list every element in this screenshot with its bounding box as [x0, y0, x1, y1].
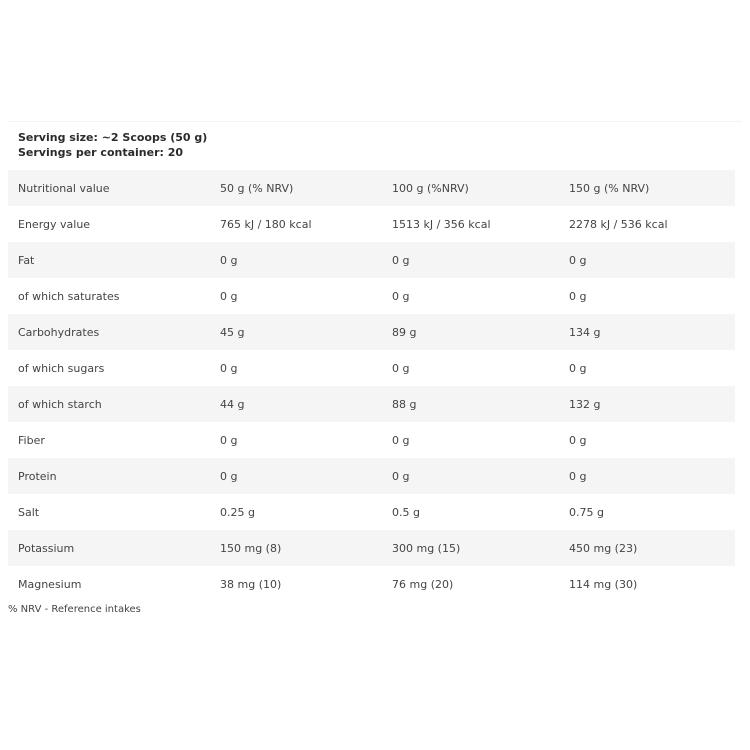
nutrition-table: Nutritional value 50 g (% NRV) 100 g (%N…	[8, 170, 735, 602]
value-100g: 89 g	[392, 325, 417, 339]
value-100g: 1513 kJ / 356 kcal	[392, 217, 491, 231]
value-150g: 0 g	[569, 253, 587, 267]
value-100g: 0 g	[392, 253, 410, 267]
footnote: % NRV - Reference intakes	[8, 604, 141, 615]
nutrient-name: Energy value	[18, 217, 91, 231]
table-row: Carbohydrates 45 g 89 g 134 g	[8, 314, 735, 350]
value-50g: 45 g	[220, 325, 245, 339]
value-50g: 0 g	[220, 361, 238, 375]
serving-size: Serving size: ~2 Scoops (50 g)	[18, 131, 208, 144]
table-row: Potassium 150 mg (8) 300 mg (15) 450 mg …	[8, 530, 735, 566]
serving-info: Serving size: ~2 Scoops (50 g) Servings …	[18, 130, 207, 160]
value-50g: 0 g	[220, 289, 238, 303]
table-header-row: Nutritional value 50 g (% NRV) 100 g (%N…	[8, 170, 735, 206]
nutrient-name: Fat	[18, 253, 35, 267]
table-row: Fat 0 g 0 g 0 g	[8, 242, 735, 278]
value-50g: 0.25 g	[220, 505, 255, 519]
value-50g: 0 g	[220, 433, 238, 447]
value-100g: 0.5 g	[392, 505, 420, 519]
header-cell-nutrient: Nutritional value	[18, 181, 110, 195]
value-100g: 0 g	[392, 361, 410, 375]
nutrient-name: Magnesium	[18, 577, 82, 591]
table-row: Magnesium 38 mg (10) 76 mg (20) 114 mg (…	[8, 566, 735, 602]
value-150g: 0 g	[569, 469, 587, 483]
value-100g: 300 mg (15)	[392, 541, 461, 555]
table-row: Protein 0 g 0 g 0 g	[8, 458, 735, 494]
value-150g: 2278 kJ / 536 kcal	[569, 217, 668, 231]
nutrient-name: Potassium	[18, 541, 75, 555]
header-cell-150g: 150 g (% NRV)	[569, 181, 650, 195]
table-row: Fiber 0 g 0 g 0 g	[8, 422, 735, 458]
nutrient-name: Salt	[18, 505, 40, 519]
value-100g: 88 g	[392, 397, 417, 411]
value-50g: 38 mg (10)	[220, 577, 282, 591]
value-50g: 0 g	[220, 253, 238, 267]
value-50g: 0 g	[220, 469, 238, 483]
nutrient-name: Fiber	[18, 433, 45, 447]
value-50g: 150 mg (8)	[220, 541, 282, 555]
servings-per-container: Servings per container: 20	[18, 146, 184, 159]
value-100g: 0 g	[392, 469, 410, 483]
table-row: Salt 0.25 g 0.5 g 0.75 g	[8, 494, 735, 530]
value-150g: 0 g	[569, 289, 587, 303]
table-row: of which saturates 0 g 0 g 0 g	[8, 278, 735, 314]
nutrient-name: Protein	[18, 469, 57, 483]
table-row: of which starch 44 g 88 g 132 g	[8, 386, 735, 422]
value-150g: 450 mg (23)	[569, 541, 638, 555]
value-50g: 44 g	[220, 397, 245, 411]
header-cell-50g: 50 g (% NRV)	[220, 181, 294, 195]
value-100g: 76 mg (20)	[392, 577, 454, 591]
nutrient-name: of which sugars	[18, 361, 105, 375]
nutrient-name: of which saturates	[18, 289, 120, 303]
value-150g: 0.75 g	[569, 505, 604, 519]
value-50g: 765 kJ / 180 kcal	[220, 217, 312, 231]
top-divider	[8, 121, 742, 122]
nutrient-name: of which starch	[18, 397, 102, 411]
value-100g: 0 g	[392, 289, 410, 303]
table-row: Energy value 765 kJ / 180 kcal 1513 kJ /…	[8, 206, 735, 242]
value-150g: 134 g	[569, 325, 601, 339]
value-100g: 0 g	[392, 433, 410, 447]
table-row: of which sugars 0 g 0 g 0 g	[8, 350, 735, 386]
value-150g: 132 g	[569, 397, 601, 411]
value-150g: 0 g	[569, 361, 587, 375]
value-150g: 114 mg (30)	[569, 577, 638, 591]
nutrient-name: Carbohydrates	[18, 325, 100, 339]
header-cell-100g: 100 g (%NRV)	[392, 181, 469, 195]
value-150g: 0 g	[569, 433, 587, 447]
